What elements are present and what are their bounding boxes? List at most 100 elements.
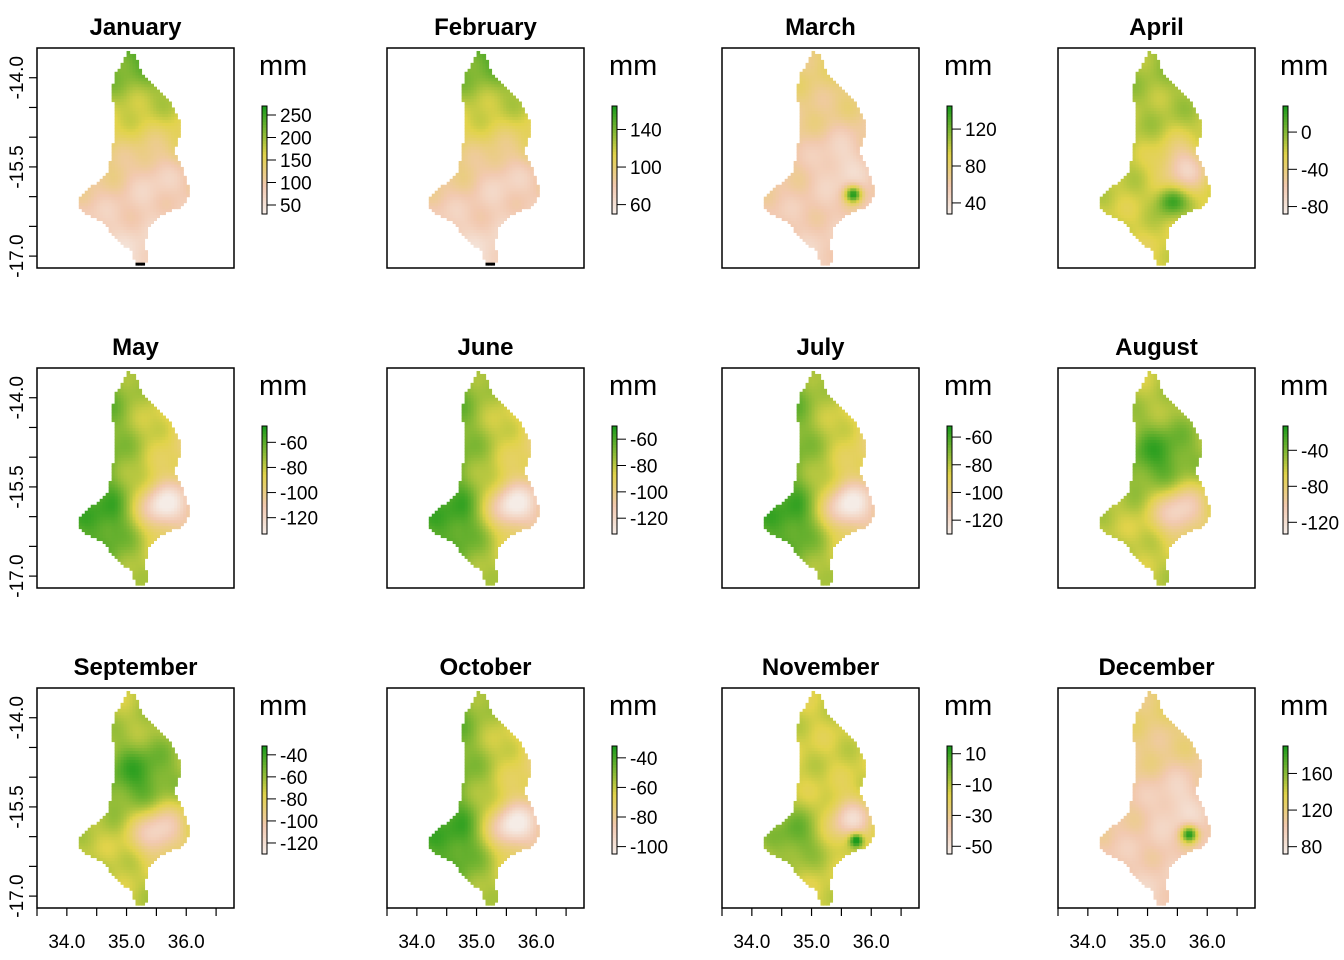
raster-cell bbox=[81, 205, 86, 210]
raster-cell bbox=[461, 190, 466, 195]
raster-cell bbox=[108, 178, 113, 183]
raster-cell bbox=[479, 187, 484, 192]
raster-cell bbox=[479, 190, 484, 195]
raster-cell bbox=[129, 101, 134, 106]
raster-cell bbox=[482, 131, 487, 135]
raster-cell bbox=[455, 217, 460, 222]
raster-cell bbox=[129, 95, 134, 100]
raster-cell bbox=[494, 137, 499, 141]
raster-cell bbox=[500, 220, 504, 224]
raster-cell bbox=[464, 214, 469, 219]
raster-cell bbox=[144, 181, 149, 186]
raster-cell bbox=[165, 158, 169, 162]
raster-cell bbox=[126, 53, 131, 58]
raster-cell bbox=[150, 149, 154, 153]
raster-cell bbox=[135, 89, 140, 94]
raster-cell bbox=[129, 178, 134, 183]
raster-cell bbox=[497, 107, 502, 112]
raster-cell bbox=[144, 229, 149, 233]
raster-cell bbox=[449, 196, 454, 201]
raster-cell bbox=[153, 107, 157, 112]
raster-cell bbox=[485, 163, 490, 168]
raster-cell bbox=[497, 149, 502, 153]
raster-cell bbox=[111, 211, 116, 216]
raster-cell bbox=[141, 134, 146, 138]
raster-cell bbox=[123, 104, 128, 109]
raster-cell bbox=[443, 190, 448, 195]
raster-cell bbox=[117, 205, 122, 210]
raster-cell bbox=[96, 181, 101, 186]
raster-cell bbox=[162, 113, 166, 117]
raster-cell bbox=[461, 158, 466, 162]
raster-cell bbox=[159, 101, 163, 106]
raster-cell bbox=[129, 143, 134, 147]
raster-cell bbox=[488, 89, 493, 94]
raster-cell bbox=[485, 158, 490, 162]
raster-cell bbox=[494, 184, 499, 189]
raster-cell bbox=[156, 172, 160, 177]
raster-cell bbox=[105, 175, 110, 180]
raster-cell bbox=[470, 169, 475, 174]
raster-cell bbox=[823, 68, 828, 73]
raster-cell bbox=[114, 125, 119, 129]
raster-cell bbox=[485, 134, 490, 138]
raster-cell bbox=[153, 92, 157, 97]
raster-cell bbox=[126, 98, 131, 103]
raster-cell bbox=[174, 160, 178, 165]
raster-cell bbox=[509, 104, 513, 109]
raster-cell bbox=[99, 178, 104, 183]
raster-cell bbox=[479, 166, 484, 171]
raster-cell bbox=[162, 107, 166, 112]
raster-cell bbox=[150, 172, 154, 177]
raster-cell bbox=[476, 244, 481, 248]
raster-cell bbox=[129, 205, 134, 210]
raster-cell bbox=[180, 178, 184, 183]
raster-cell bbox=[491, 158, 496, 162]
raster-cell bbox=[467, 187, 472, 192]
raster-cell bbox=[437, 193, 442, 198]
raster-cell bbox=[141, 178, 146, 183]
raster-cell bbox=[497, 196, 502, 201]
raster-cell bbox=[180, 190, 184, 195]
raster-cell bbox=[132, 125, 137, 129]
raster-cell bbox=[479, 92, 484, 97]
raster-cell bbox=[171, 107, 175, 112]
raster-cell bbox=[159, 104, 163, 109]
raster-cell bbox=[138, 235, 143, 239]
raster-cell bbox=[123, 238, 128, 242]
raster-cell bbox=[132, 128, 137, 132]
raster-cell bbox=[144, 187, 149, 192]
raster-cell bbox=[126, 187, 131, 192]
raster-cell bbox=[470, 80, 475, 85]
raster-cell bbox=[509, 163, 513, 168]
raster-cell bbox=[141, 110, 146, 114]
raster-cell bbox=[141, 214, 146, 219]
raster-cell bbox=[482, 158, 487, 162]
raster-cell bbox=[180, 166, 184, 171]
raster-cell bbox=[467, 92, 472, 97]
raster-cell bbox=[479, 184, 484, 189]
raster-cell bbox=[470, 172, 475, 177]
raster-cell bbox=[479, 217, 484, 222]
raster-cell bbox=[512, 113, 516, 117]
raster-cell bbox=[129, 149, 134, 153]
raster-cell bbox=[467, 116, 472, 120]
raster-cell bbox=[482, 175, 487, 180]
raster-cell bbox=[473, 202, 478, 207]
raster-cell bbox=[494, 86, 499, 91]
raster-cell bbox=[497, 181, 502, 186]
raster-cell bbox=[485, 119, 490, 123]
raster-cell bbox=[177, 190, 181, 195]
raster-cell bbox=[153, 89, 157, 94]
raster-cell bbox=[144, 160, 149, 165]
raster-cell bbox=[138, 166, 143, 171]
raster-cell bbox=[476, 211, 481, 216]
raster-cell bbox=[135, 262, 140, 266]
raster-cell bbox=[123, 131, 128, 135]
legend-swatch bbox=[262, 192, 267, 196]
raster-cell bbox=[461, 223, 466, 227]
raster-cell bbox=[132, 74, 137, 79]
raster-cell bbox=[174, 158, 178, 162]
raster-cell bbox=[506, 169, 510, 174]
raster-cell bbox=[491, 214, 496, 219]
